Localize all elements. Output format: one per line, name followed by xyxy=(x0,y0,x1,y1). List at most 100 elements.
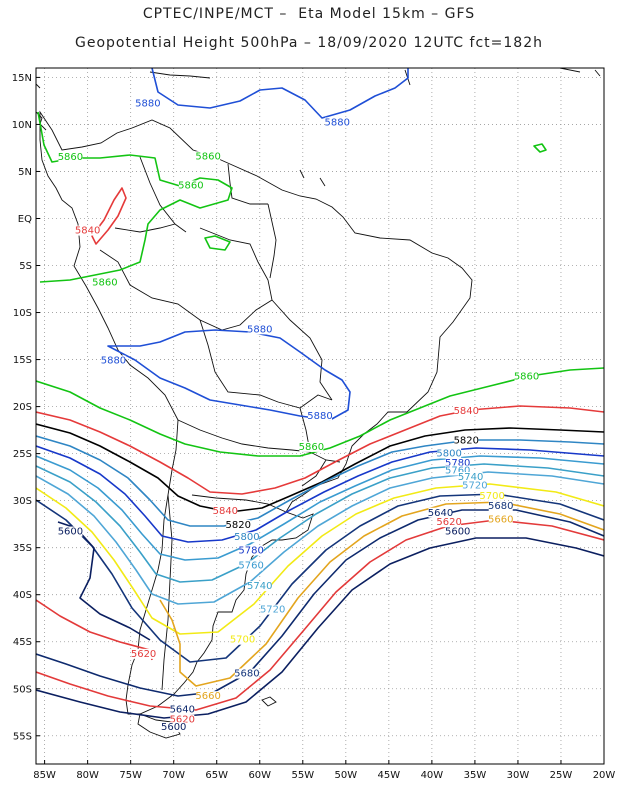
contour-label-bg xyxy=(239,545,264,556)
contour-label-5880: 5880 xyxy=(101,355,126,366)
contour-label-5780: 5780 xyxy=(445,458,470,469)
contour-label-5860: 5860 xyxy=(58,152,83,163)
contour-label-bg xyxy=(428,507,453,518)
lat-tick-label: 30S xyxy=(13,496,32,507)
contour-5660 xyxy=(159,501,604,687)
contour-label-bg xyxy=(230,634,255,645)
contour-label-bg xyxy=(488,501,513,512)
contour-labels: 5880 5880 5860 5860 5860 5840 5860 5880 5880 5860… xyxy=(58,98,539,733)
lat-tick-label: 10N xyxy=(12,120,32,131)
contour-label-bg xyxy=(101,355,126,366)
contour-5800 xyxy=(36,435,604,527)
contour-label-5720: 5720 xyxy=(260,605,285,616)
lon-tick-label: 60W xyxy=(248,770,271,781)
country-borders xyxy=(99,156,341,691)
lat-tick-label: 45S xyxy=(13,637,32,648)
contour-label-bg xyxy=(247,324,272,335)
contour-5840-closed xyxy=(91,187,127,245)
contour-label-bg xyxy=(170,704,195,715)
contour-label-5680: 5680 xyxy=(234,669,259,680)
contour-label-5720: 5720 xyxy=(462,480,487,491)
contour-label-5840: 5840 xyxy=(213,506,238,517)
lat-tick-label: 15S xyxy=(13,355,32,366)
contour-5840-south xyxy=(36,405,604,495)
contour-label-5600: 5600 xyxy=(445,527,470,538)
contour-label-bg xyxy=(196,151,221,162)
contour-label-5660: 5660 xyxy=(488,514,513,525)
contour-label-5700: 5700 xyxy=(230,635,255,646)
lon-tick-label: 20W xyxy=(593,770,616,781)
contour-label-5620: 5620 xyxy=(170,715,195,726)
contour-label-5860: 5860 xyxy=(299,442,324,453)
lon-tick-label: 25W xyxy=(550,770,573,781)
contour-label-bg xyxy=(196,691,221,702)
contour-label-bg xyxy=(239,560,264,571)
lat-tick-label: 55S xyxy=(13,731,32,742)
contour-5860-south xyxy=(36,367,604,457)
contour-label-bg xyxy=(92,277,117,288)
contour-label-5880: 5880 xyxy=(247,324,272,335)
contour-label-bg xyxy=(454,406,479,417)
contour-label-5800: 5800 xyxy=(436,449,461,460)
contour-label-5860: 5860 xyxy=(178,180,203,191)
contour-label-5700: 5700 xyxy=(479,491,504,502)
lon-tick-label: 55W xyxy=(291,770,314,781)
lat-tick-label: 40S xyxy=(13,590,32,601)
contour-5860-closed xyxy=(204,235,231,251)
contour-label-5620: 5620 xyxy=(436,517,461,528)
contour-label-5880: 5880 xyxy=(324,117,349,128)
tierra-del-fuego xyxy=(137,713,181,739)
lat-tick-label: 10S xyxy=(13,308,32,319)
axis-ticks: 15N 10N 5N EQ 5S 10S 15S 20S 25S 30S 35S 40S 45S 50S 5… xyxy=(12,73,616,781)
contour-label-bg xyxy=(170,714,195,725)
contour-5880-south xyxy=(107,329,351,421)
contour-label-bg xyxy=(458,472,483,483)
contour-label-bg xyxy=(488,514,513,525)
contour-label-bg xyxy=(480,490,505,501)
contour-5700 xyxy=(36,483,604,635)
contour-label-bg xyxy=(462,480,487,491)
contour-label-bg xyxy=(247,581,272,592)
contour-label-5800: 5800 xyxy=(234,532,259,543)
contour-label-5840: 5840 xyxy=(454,406,479,417)
contour-5860-small xyxy=(533,143,547,153)
contour-label-5660: 5660 xyxy=(195,691,220,702)
contour-label-bg xyxy=(178,180,203,191)
contour-label-bg xyxy=(454,435,479,446)
contour-label-bg xyxy=(161,722,186,733)
contour-label-5600: 5600 xyxy=(161,722,186,733)
lon-tick-label: 75W xyxy=(119,770,142,781)
contour-label-bg xyxy=(325,117,350,128)
lon-tick-label: 65W xyxy=(205,770,228,781)
contour-label-5620: 5620 xyxy=(131,649,156,660)
contour-label-5740: 5740 xyxy=(458,472,483,483)
contour-label-5640: 5640 xyxy=(170,704,195,715)
falkland-islands xyxy=(261,696,277,707)
contour-label-5820: 5820 xyxy=(226,520,251,531)
contour-label-bg xyxy=(299,441,324,452)
contour-label-5760: 5760 xyxy=(238,560,263,571)
contour-label-5780: 5780 xyxy=(238,545,263,556)
contour-label-bg xyxy=(58,152,83,163)
contour-label-bg xyxy=(514,371,539,382)
contour-5880-north xyxy=(151,68,409,119)
contour-label-5820: 5820 xyxy=(454,435,479,446)
lat-tick-label: EQ xyxy=(18,214,32,225)
contour-5680 xyxy=(36,493,604,663)
lon-tick-label: 50W xyxy=(335,770,358,781)
contour-label-5640: 5640 xyxy=(428,508,453,519)
contour-5820 xyxy=(36,423,604,513)
contour-label-bg xyxy=(260,604,285,615)
contour-label-bg xyxy=(213,505,238,516)
lat-tick-label: 25S xyxy=(13,449,32,460)
contour-label-bg xyxy=(308,410,332,421)
contour-label-bg xyxy=(445,457,470,468)
lon-tick-label: 35W xyxy=(464,770,487,781)
contour-label-bg xyxy=(234,532,259,543)
contour-label-bg xyxy=(234,668,259,679)
contour-label-5880: 5880 xyxy=(307,411,332,422)
contour-label-5860: 5860 xyxy=(92,277,117,288)
contour-label-5680: 5680 xyxy=(488,501,513,512)
lat-tick-label: 35S xyxy=(13,543,32,554)
